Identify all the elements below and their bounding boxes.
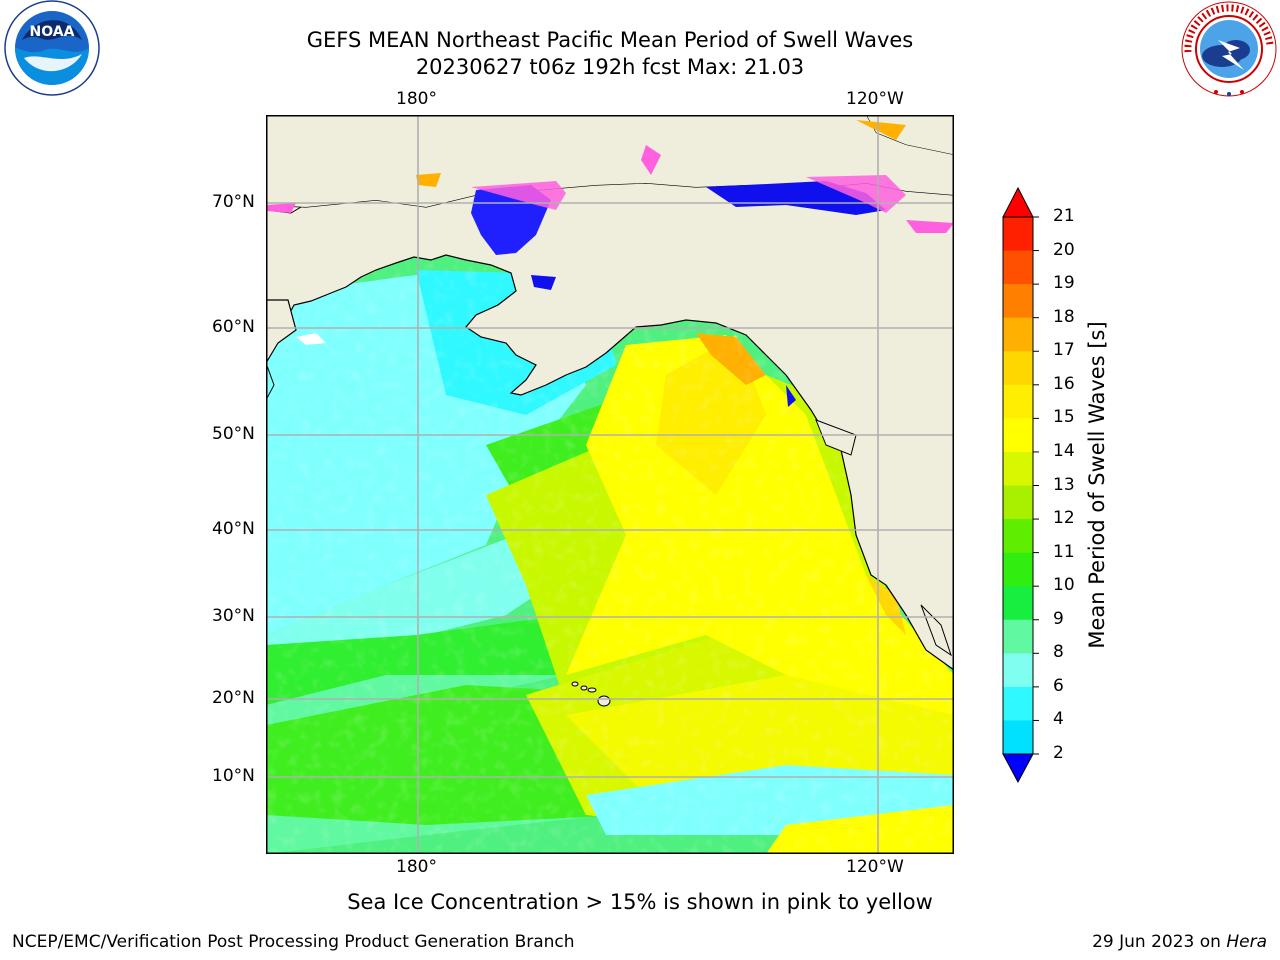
colorbar-band	[1003, 552, 1033, 587]
map-canvas	[265, 114, 955, 854]
swell-period-map	[265, 114, 955, 854]
colorbar	[1002, 186, 1039, 784]
nws-logo	[1181, 1, 1277, 97]
graticule	[266, 115, 954, 854]
colorbar-band	[1003, 586, 1033, 621]
colorbar-band	[1003, 451, 1033, 486]
colorbar-tick-label: 20	[1053, 239, 1075, 260]
noaa-logo: NOAA	[4, 0, 100, 96]
colorbar-band	[1003, 653, 1033, 688]
lon-label-top-180: 180°	[396, 89, 437, 109]
lat-label-70n: 70°N	[212, 192, 255, 212]
colorbar-tick-label: 12	[1053, 508, 1075, 529]
colorbar-band	[1003, 519, 1033, 554]
lon-label-bottom-120w: 120°W	[846, 857, 904, 877]
colorbar-tick-label: 4	[1053, 709, 1064, 730]
colorbar-tick-label: 18	[1053, 306, 1075, 327]
colorbar-band	[1003, 485, 1033, 520]
colorbar-band	[1003, 619, 1033, 654]
colorbar-band	[1003, 418, 1033, 453]
colorbar-label: Mean Period of Swell Waves [s]	[1085, 321, 1109, 649]
colorbar-tick-label: 8	[1053, 642, 1064, 663]
lat-label-40n: 40°N	[212, 519, 255, 539]
colorbar-tick-label: 16	[1053, 373, 1075, 394]
title-line-2: 20230627 t06z 192h fcst Max: 21.03	[415, 55, 805, 79]
colorbar-band	[1003, 217, 1033, 252]
footer-host: Hera	[1226, 932, 1267, 952]
colorbar-tick-label: 10	[1053, 575, 1075, 596]
colorbar-band	[1003, 284, 1033, 319]
map-frame	[266, 115, 954, 854]
colorbar-tick-label: 2	[1053, 743, 1064, 763]
colorbar-tick-label: 17	[1053, 340, 1075, 361]
colorbar-band	[1003, 686, 1033, 721]
colorbar-tick-label: 9	[1053, 608, 1064, 629]
colorbar-tick-label: 15	[1053, 407, 1075, 428]
noaa-logo-text: NOAA	[30, 24, 75, 40]
lat-label-10n: 10°N	[212, 766, 255, 786]
footer-right: 29 Jun 2023 on Hera	[1092, 932, 1267, 952]
colorbar-band	[1003, 317, 1033, 352]
colorbar-tick-label: 11	[1053, 541, 1075, 562]
colorbar-band	[1003, 351, 1033, 386]
lat-label-20n: 20°N	[212, 688, 255, 708]
colorbar-tick-label: 21	[1053, 206, 1075, 226]
colorbar-band	[1003, 720, 1033, 755]
lat-label-60n: 60°N	[212, 317, 255, 337]
title-line-1: GEFS MEAN Northeast Pacific Mean Period …	[306, 28, 914, 52]
lon-label-bottom-180: 180°	[396, 857, 437, 877]
colorbar-tick-label: 19	[1053, 273, 1075, 294]
lon-label-top-120w: 120°W	[846, 89, 904, 109]
colorbar-band	[1003, 384, 1033, 419]
colorbar-tick-label: 13	[1053, 474, 1075, 495]
lat-label-30n: 30°N	[212, 606, 255, 626]
colorbar-tick-label: 14	[1053, 440, 1075, 461]
colorbar-tick-label: 6	[1053, 675, 1064, 696]
sea-ice-note: Sea Ice Concentration > 15% is shown in …	[347, 890, 933, 914]
footer-date: 29 Jun 2023 on	[1092, 932, 1227, 952]
footer-left: NCEP/EMC/Verification Post Processing Pr…	[12, 932, 575, 952]
colorbar-band	[1003, 250, 1033, 285]
lat-label-50n: 50°N	[212, 424, 255, 444]
